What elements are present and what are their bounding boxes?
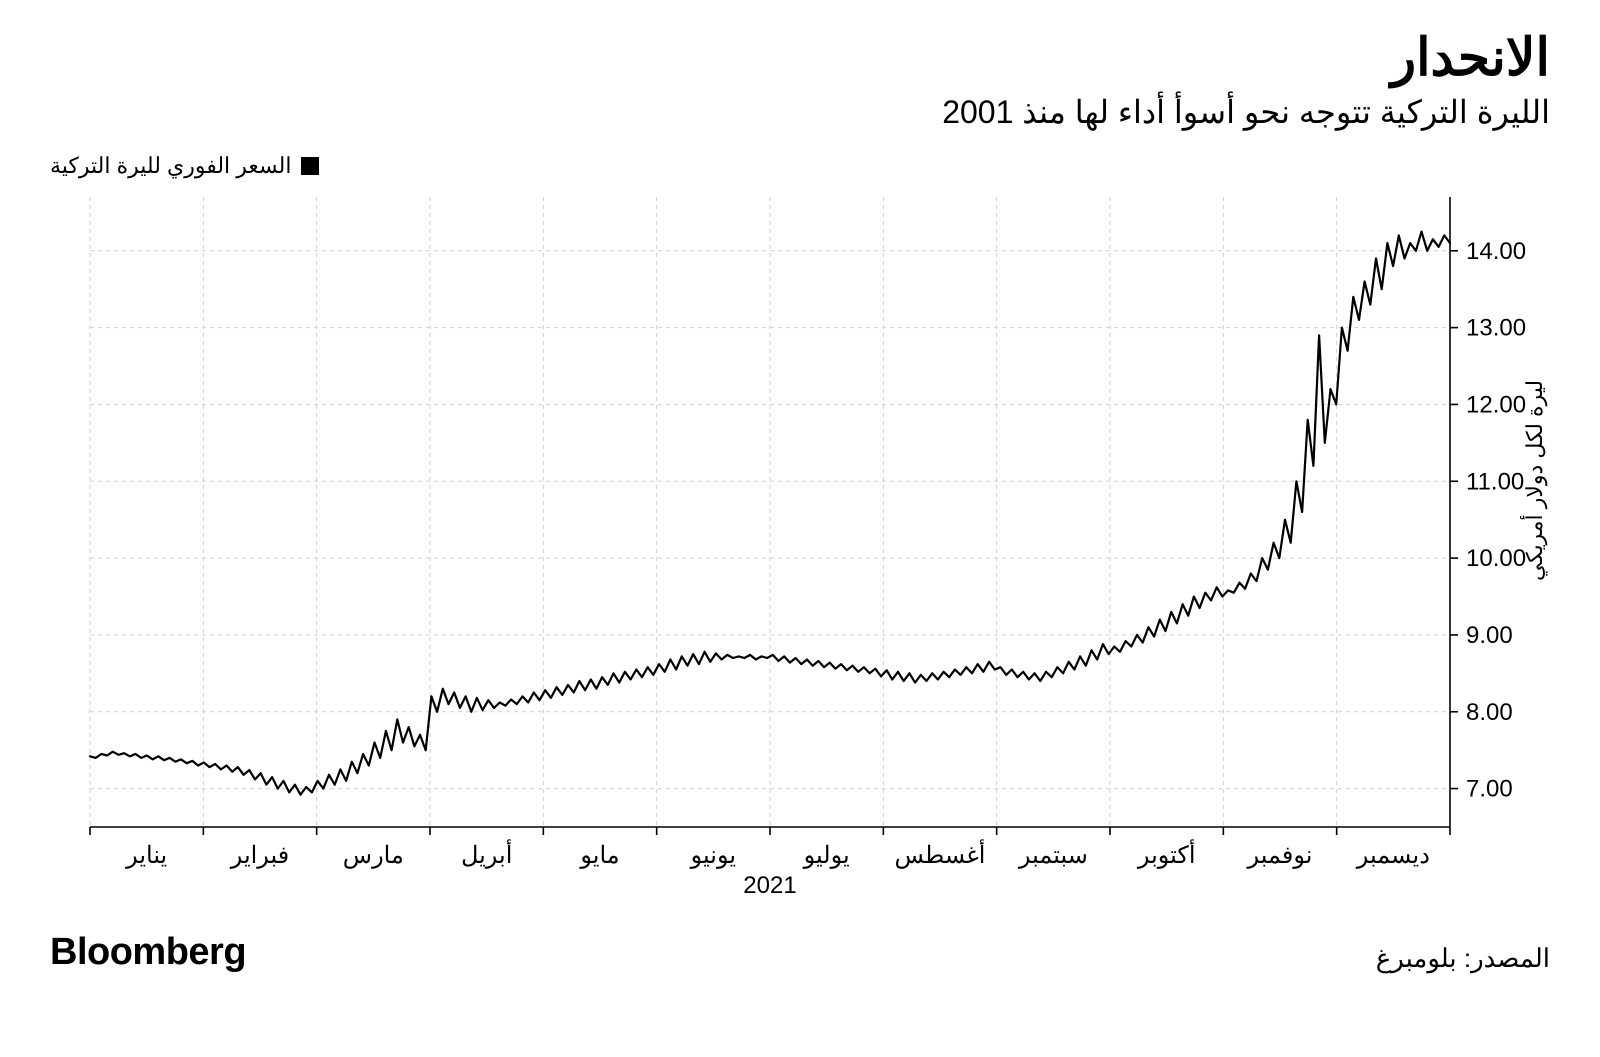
- chart-subtitle: الليرة التركية تتوجه نحو أسوأ أداء لها م…: [50, 93, 1550, 131]
- svg-text:ليرة لكل دولار أمريكي: ليرة لكل دولار أمريكي: [1519, 380, 1548, 581]
- svg-text:9.00: 9.00: [1466, 622, 1513, 649]
- svg-text:يوليو: يوليو: [803, 842, 850, 869]
- svg-text:يناير: يناير: [125, 842, 167, 869]
- svg-text:8.00: 8.00: [1466, 699, 1513, 726]
- legend-label: السعر الفوري لليرة التركية: [50, 153, 291, 179]
- legend-swatch: [301, 157, 319, 175]
- svg-text:أكتوبر: أكتوبر: [1137, 838, 1196, 869]
- svg-text:2021: 2021: [743, 872, 796, 899]
- chart-title: الانحدار: [50, 30, 1550, 87]
- svg-text:مايو: مايو: [579, 842, 619, 869]
- footer: Bloomberg المصدر: بلومبرغ: [50, 931, 1550, 974]
- svg-text:7.00: 7.00: [1466, 776, 1513, 803]
- svg-text:10.00: 10.00: [1466, 545, 1526, 572]
- svg-text:ديسمبر: ديسمبر: [1356, 842, 1430, 869]
- svg-text:أغسطس: أغسطس: [895, 838, 986, 869]
- svg-text:أبريل: أبريل: [461, 838, 512, 869]
- legend: السعر الفوري لليرة التركية: [50, 153, 1550, 179]
- svg-text:فبراير: فبراير: [230, 842, 290, 869]
- svg-text:سبتمبر: سبتمبر: [1018, 842, 1088, 869]
- brand-logo: Bloomberg: [50, 931, 246, 974]
- svg-text:نوفمبر: نوفمبر: [1247, 842, 1313, 869]
- svg-text:14.00: 14.00: [1466, 238, 1526, 265]
- svg-text:يونيو: يونيو: [690, 842, 736, 869]
- chart-area: يناير فبراير مارس أبريل مايو يونيو يوليو أغسطس س…: [50, 187, 1550, 907]
- chart-container: الانحدار الليرة التركية تتوجه نحو أسوأ أ…: [0, 0, 1600, 1057]
- svg-text:مارس: مارس: [343, 842, 404, 869]
- svg-text:13.00: 13.00: [1466, 315, 1526, 342]
- source-text: المصدر: بلومبرغ: [1376, 943, 1550, 974]
- line-chart-svg: يناير فبراير مارس أبريل مايو يونيو يوليو أغسطس س…: [50, 187, 1550, 907]
- svg-text:11.00: 11.00: [1466, 468, 1524, 495]
- svg-text:12.00: 12.00: [1466, 392, 1526, 419]
